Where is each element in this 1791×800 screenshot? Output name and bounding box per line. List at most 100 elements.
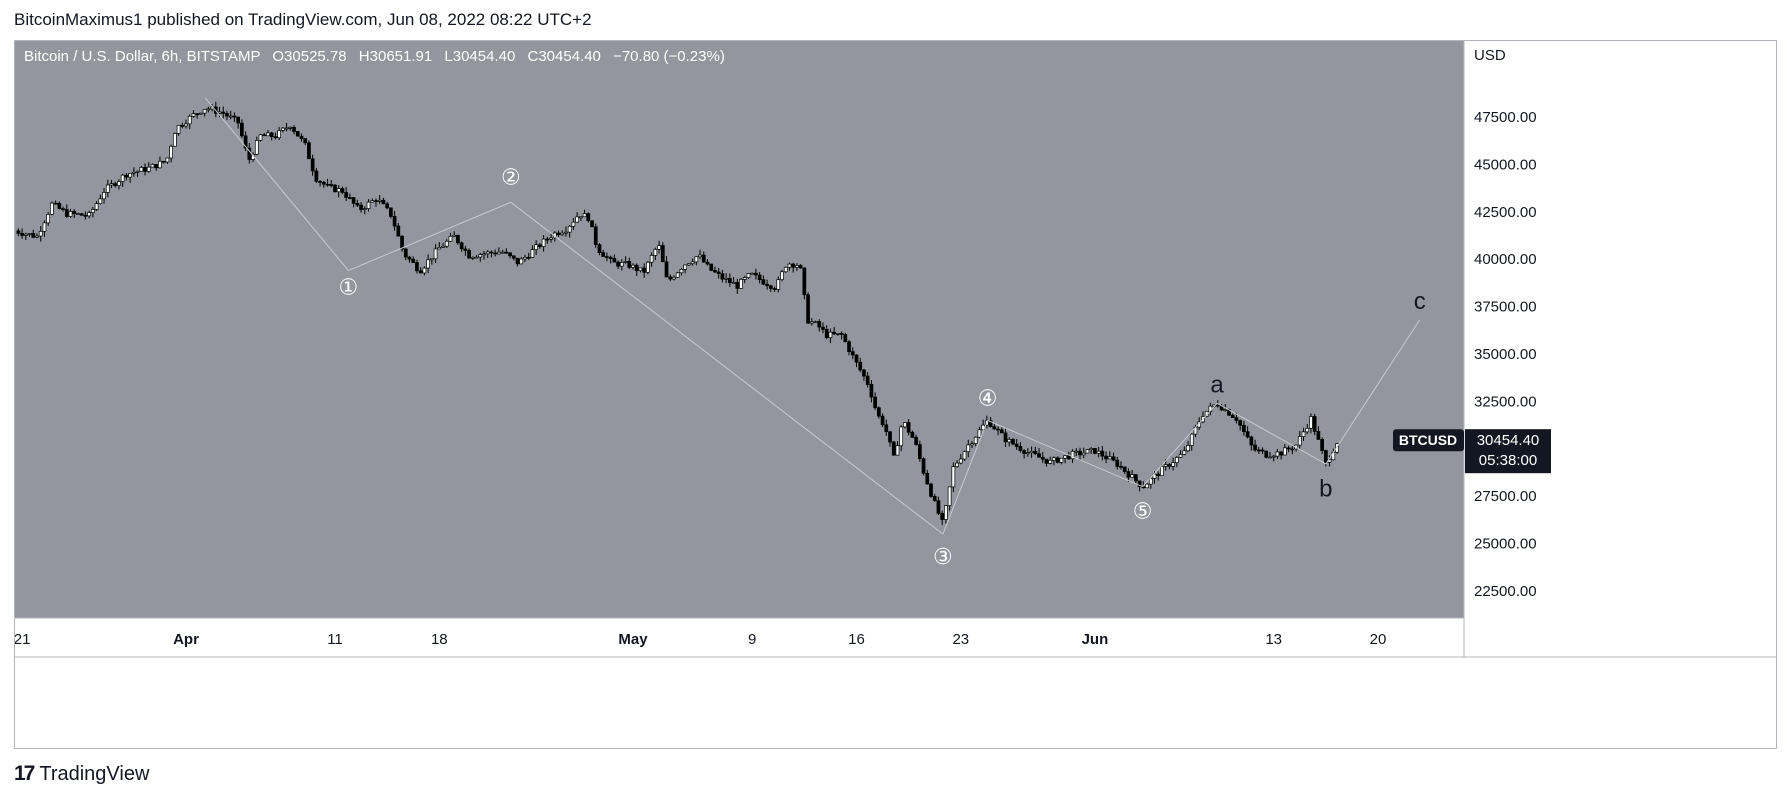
candle-body <box>1055 457 1060 463</box>
candle-body <box>310 158 315 172</box>
candle-body <box>690 261 695 265</box>
candle-body <box>318 181 322 183</box>
candle-body <box>180 124 185 127</box>
candle-body <box>370 200 375 203</box>
candle-body <box>94 203 99 210</box>
candle-body <box>1253 444 1257 451</box>
legend-open-value: 30525.78 <box>284 48 347 65</box>
legend-high-label: H <box>359 48 370 65</box>
candle-body <box>415 262 419 272</box>
candle-body <box>862 369 866 377</box>
candle-body <box>1286 447 1291 450</box>
candle-body <box>191 113 196 117</box>
candle-body <box>757 274 762 280</box>
candle-body <box>713 270 717 273</box>
price-tick-label: 25000.00 <box>1474 536 1537 553</box>
candle-body <box>936 500 941 514</box>
candle-body <box>336 188 341 193</box>
candle-body <box>1182 450 1187 455</box>
candle-body <box>485 251 490 255</box>
wave-segment <box>942 420 989 535</box>
tradingview-brand: TradingView <box>39 762 150 785</box>
candle-body <box>903 422 907 428</box>
candle-body <box>1264 450 1269 458</box>
candle-body <box>113 183 118 186</box>
candle-body <box>832 331 837 335</box>
candle-body <box>120 174 125 182</box>
candle-body <box>187 115 192 125</box>
candle-body <box>929 483 933 497</box>
candle-body <box>914 437 918 445</box>
candle-body <box>1096 450 1101 454</box>
candle-body <box>761 279 766 285</box>
candle-body <box>1029 450 1034 454</box>
wave-label-circled: ⑤ <box>1133 499 1153 524</box>
time-tick-label: Jun <box>1082 631 1109 648</box>
candle-body <box>202 108 207 114</box>
candle-body <box>1249 436 1254 446</box>
price-tick-label: 47500.00 <box>1474 109 1537 126</box>
candle-body <box>1163 464 1168 467</box>
price-tick-label: 37500.00 <box>1474 299 1537 316</box>
candle-body <box>780 271 784 281</box>
candle-body <box>1335 443 1339 453</box>
candle-body <box>500 251 505 254</box>
candle-body <box>795 265 799 268</box>
candle-body <box>917 444 922 459</box>
candle-body <box>783 266 788 273</box>
legend-open-label: O <box>272 48 284 65</box>
candle-body <box>1119 465 1123 468</box>
candle-body <box>403 248 408 258</box>
time-tick-label: 23 <box>952 631 969 648</box>
price-tick-label: 32500.00 <box>1474 393 1537 410</box>
candle-body <box>355 202 360 206</box>
candle-body <box>869 384 874 398</box>
price-tick-label: 35000.00 <box>1474 346 1537 363</box>
candle-body <box>1279 451 1284 456</box>
candle-body <box>314 170 319 182</box>
candle-body <box>321 181 326 185</box>
candle-body <box>281 127 285 131</box>
candle-body <box>1063 455 1067 459</box>
legend-high-value: 30651.91 <box>370 48 433 65</box>
candle-body <box>407 256 412 260</box>
candle-body <box>776 279 781 290</box>
candle-body <box>944 505 948 520</box>
candle-body <box>646 261 650 273</box>
candle-body <box>437 247 442 250</box>
candle-body <box>459 242 464 250</box>
candle-body <box>1089 448 1094 450</box>
candle-body <box>828 331 833 339</box>
candle-body <box>973 436 978 444</box>
time-tick-label: 9 <box>748 631 756 648</box>
candle-body <box>716 271 721 274</box>
candle-body <box>64 209 69 217</box>
candle-body <box>325 183 330 186</box>
candle-body <box>1275 451 1280 457</box>
candle-body <box>787 263 792 268</box>
candle-body <box>23 233 28 236</box>
candle-body <box>567 225 572 233</box>
candle-body <box>1323 450 1328 463</box>
candle-body <box>225 113 229 117</box>
candle-body <box>627 261 632 268</box>
candle-body <box>381 199 386 205</box>
candle-body <box>1167 464 1172 467</box>
candle-body <box>105 184 110 193</box>
candle-body <box>470 256 475 259</box>
candle-body <box>199 112 203 115</box>
candle-body <box>1301 431 1306 437</box>
candle-body <box>597 244 602 253</box>
candle-body <box>1234 417 1239 421</box>
candle-body <box>891 441 896 456</box>
candle-body <box>612 258 617 263</box>
candle-body <box>582 213 587 218</box>
candle-body <box>1007 439 1012 443</box>
candle-body <box>709 263 714 271</box>
candle-body <box>277 130 281 139</box>
candle-body <box>165 157 170 163</box>
tradingview-logo[interactable]: 17 TradingView <box>14 762 149 786</box>
candle-body <box>1238 420 1243 426</box>
